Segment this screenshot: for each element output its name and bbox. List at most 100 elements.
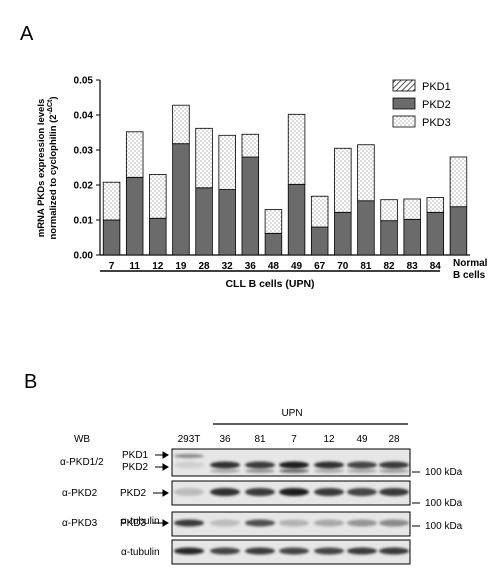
blot-band xyxy=(314,469,344,473)
bar-pkd3 xyxy=(125,131,144,178)
bar-pkd3 xyxy=(426,197,445,213)
chart-x-ticks: 7 11 12 19 28 32 36 48 49 67 70 81 82 83 84 xyxy=(109,261,442,272)
bar-pkd2 xyxy=(426,211,445,256)
bar-pkd2 xyxy=(241,156,260,256)
blot-band xyxy=(347,469,377,473)
x-tick-label: 32 xyxy=(222,261,234,272)
bar-pkd2 xyxy=(125,176,144,256)
y-tick-label: 0.04 xyxy=(74,111,94,122)
antibody-pkd1-2: α-PKD1/2 xyxy=(60,457,104,468)
blot-band xyxy=(314,488,344,496)
band-arrows xyxy=(153,451,169,527)
blot-band xyxy=(279,488,309,496)
x-tick-label: 7 xyxy=(109,261,115,272)
bar-pkd2 xyxy=(403,218,421,256)
bar-pkd3 xyxy=(241,133,260,158)
band-label-pkd2-a: PKD2 xyxy=(122,462,149,473)
blot-strip xyxy=(171,539,411,565)
x-tick-label: 11 xyxy=(129,261,140,272)
lane-label: 293T xyxy=(178,434,201,445)
bar-pkd3 xyxy=(287,113,306,185)
bar-pkd3 xyxy=(172,104,190,145)
bar-pkd2 xyxy=(102,219,121,256)
blot-band xyxy=(174,461,204,469)
legend-swatch-pkd1 xyxy=(392,79,416,92)
blot-band xyxy=(210,488,240,496)
blot-band xyxy=(379,461,409,469)
blot-band xyxy=(174,454,204,458)
blot-band xyxy=(379,469,409,473)
y-tick-label: 0.01 xyxy=(74,216,94,227)
size-markers: 100 kDa 100 kDa 100 kDa xyxy=(412,467,463,532)
lane-label: 81 xyxy=(254,434,266,445)
y-axis-label-line2: normalized to cyclophilin (2-ΔCt) xyxy=(47,96,59,239)
bar-pkd3 xyxy=(264,209,283,234)
blot-band xyxy=(379,547,409,555)
blot-band xyxy=(314,547,344,555)
wb-label: WB xyxy=(74,434,90,445)
bar-pkd3 xyxy=(449,156,468,208)
bar-pkd2 xyxy=(172,143,190,256)
antibody-pkd2: α-PKD2 xyxy=(62,488,98,499)
x-tick-label: 83 xyxy=(407,261,419,272)
blot-band xyxy=(210,469,240,473)
bar-pkd2 xyxy=(287,183,306,256)
bar-pkd2 xyxy=(380,220,398,256)
blot-band xyxy=(174,488,204,496)
bar-pkd2 xyxy=(334,211,352,256)
bar-pkd3 xyxy=(102,181,121,221)
marker-3: 100 kDa xyxy=(425,521,463,532)
x-tick-label: 49 xyxy=(291,261,303,272)
blot-band xyxy=(279,519,309,527)
bar-pkd2 xyxy=(218,189,236,256)
blot-band xyxy=(210,519,240,527)
bar-pkd2 xyxy=(149,217,167,256)
lane-labels: 293T 36 81 7 12 49 28 xyxy=(178,434,400,445)
blot-band xyxy=(314,519,344,527)
panel-a-label: A xyxy=(20,23,34,45)
chart-legend: PKD1 PKD2 PKD3 xyxy=(392,79,451,129)
bar-pkd2 xyxy=(264,232,283,256)
blot-band xyxy=(347,547,377,555)
panel-b-label: B xyxy=(24,371,37,393)
y-axis-label: mRNA PKDs expression levels normalized t… xyxy=(36,96,59,239)
y-tick-label: 0.03 xyxy=(74,146,94,157)
lane-label: 7 xyxy=(291,434,297,445)
band-label-pkd1: PKD1 xyxy=(122,450,149,461)
y-tick-label: 0.00 xyxy=(74,251,94,262)
western-blots xyxy=(171,448,411,565)
blot-band xyxy=(245,469,275,473)
x-tick-label: 12 xyxy=(152,261,164,272)
blot-band xyxy=(245,488,275,496)
bar-pkd2 xyxy=(449,206,468,256)
bar-pkd3 xyxy=(310,195,329,228)
lane-label: 49 xyxy=(356,434,368,445)
bar-pkd3 xyxy=(334,147,352,213)
band-label-pkd3: PKD3 xyxy=(120,518,147,529)
bar-pkd3 xyxy=(380,199,398,222)
blot-band xyxy=(279,469,309,473)
blot-band xyxy=(279,547,309,555)
blot-band xyxy=(210,547,240,555)
bar-pkd3 xyxy=(218,134,236,190)
marker-1: 100 kDa xyxy=(425,467,463,478)
blot-band xyxy=(279,461,309,469)
bar-pkd2 xyxy=(195,187,213,256)
legend-label-pkd2: PKD2 xyxy=(422,99,451,111)
x-tick-label: 19 xyxy=(175,261,187,272)
legend-swatch-pkd3 xyxy=(392,115,416,128)
x-tick-label: 81 xyxy=(360,261,372,272)
bar-pkd3 xyxy=(195,127,213,189)
band-label-pkd2-b: PKD2 xyxy=(120,488,147,499)
blot-band xyxy=(245,547,275,555)
bar-pkd3 xyxy=(403,198,421,220)
legend-swatch-pkd2 xyxy=(392,97,416,110)
chart-bars xyxy=(102,104,468,256)
blot-band xyxy=(314,461,344,469)
marker-2: 100 kDa xyxy=(425,498,463,509)
blot-band xyxy=(347,488,377,496)
normal-label-1: Normal xyxy=(453,258,488,269)
bar-pkd3 xyxy=(149,174,167,219)
blot-band xyxy=(245,461,275,469)
blot-band xyxy=(174,519,204,527)
